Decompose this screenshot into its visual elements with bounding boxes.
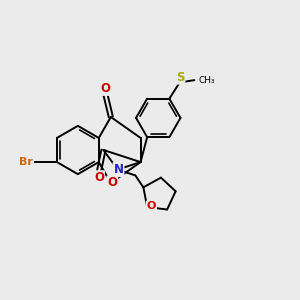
Text: S: S <box>176 71 184 84</box>
Text: O: O <box>94 171 104 184</box>
Text: O: O <box>107 176 117 190</box>
Text: Br: Br <box>20 157 33 167</box>
Text: N: N <box>113 163 124 176</box>
Text: O: O <box>100 82 110 95</box>
Text: O: O <box>147 202 156 212</box>
Text: CH₃: CH₃ <box>199 76 215 85</box>
